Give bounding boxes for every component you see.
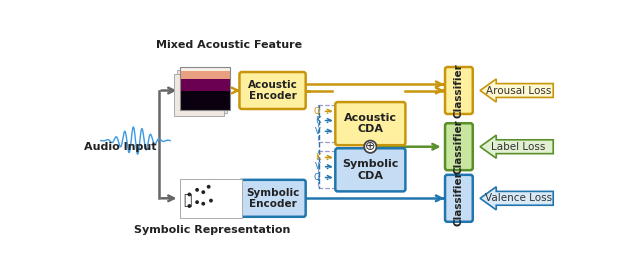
FancyBboxPatch shape [445,67,473,114]
Polygon shape [180,91,230,110]
Polygon shape [180,79,230,91]
Text: K: K [315,153,320,162]
Circle shape [195,200,199,204]
FancyBboxPatch shape [180,179,242,218]
Polygon shape [180,67,230,71]
Text: Label Loss: Label Loss [491,142,545,152]
Text: Audio Input: Audio Input [84,142,156,152]
Circle shape [202,202,205,206]
Polygon shape [180,67,230,79]
Text: Arousal Loss: Arousal Loss [486,85,551,96]
Text: Classifier: Classifier [454,171,464,226]
Circle shape [188,192,191,196]
Text: Classifier: Classifier [454,119,464,174]
Text: Acoustic
Encoder: Acoustic Encoder [248,80,298,101]
Circle shape [195,188,199,192]
FancyBboxPatch shape [239,180,306,217]
Text: ⊕: ⊕ [365,140,376,153]
Circle shape [364,141,376,153]
Text: Acoustic
CDA: Acoustic CDA [344,113,397,134]
Text: Valence Loss: Valence Loss [484,193,552,203]
Text: V: V [314,162,320,171]
Circle shape [209,199,213,203]
Text: Q: Q [314,173,320,182]
FancyBboxPatch shape [335,102,405,145]
Polygon shape [480,187,553,210]
Text: Symbolic
Encoder: Symbolic Encoder [246,188,300,209]
FancyBboxPatch shape [445,175,473,222]
FancyBboxPatch shape [177,70,227,113]
Circle shape [202,190,205,194]
FancyBboxPatch shape [180,67,230,110]
FancyBboxPatch shape [445,123,473,170]
Text: V: V [314,127,320,136]
Text: Symbolic Representation: Symbolic Representation [134,225,291,235]
Text: Classifier: Classifier [454,63,464,118]
Polygon shape [480,79,553,102]
Text: K: K [315,116,320,125]
Text: Symbolic
CDA: Symbolic CDA [342,159,399,181]
Circle shape [207,185,211,189]
Text: Q: Q [314,107,320,116]
FancyBboxPatch shape [239,72,306,109]
FancyBboxPatch shape [335,148,405,191]
Polygon shape [480,135,553,158]
FancyBboxPatch shape [174,73,224,116]
Text: Mixed Acoustic Feature: Mixed Acoustic Feature [156,40,303,51]
Text: 𝄞: 𝄞 [183,194,191,208]
Circle shape [188,204,191,208]
